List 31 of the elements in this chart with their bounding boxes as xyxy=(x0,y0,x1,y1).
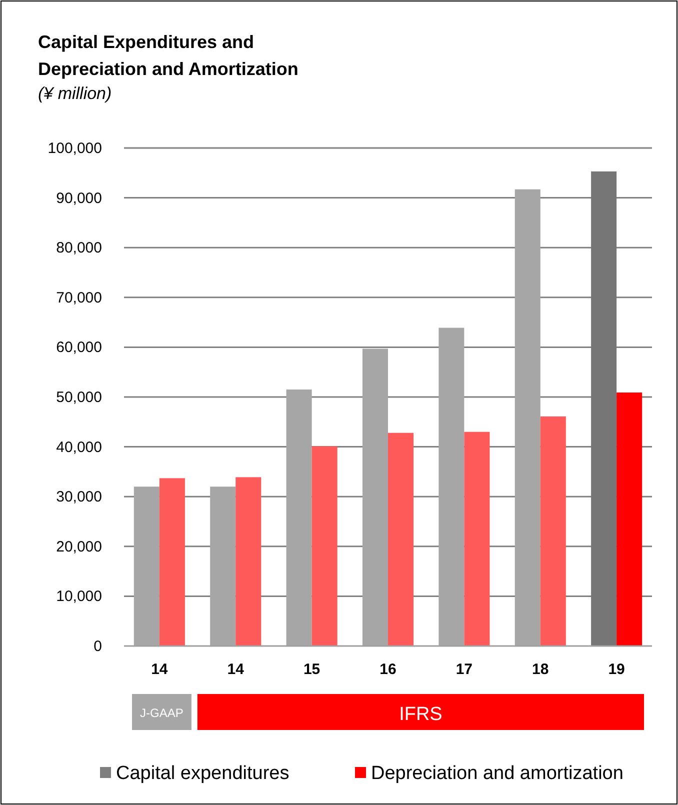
bar xyxy=(312,446,338,646)
x-tick-label: 17 xyxy=(456,661,473,678)
text: IFRS xyxy=(399,704,442,725)
x-tick-label: 19 xyxy=(608,661,625,678)
x-tick-label: 18 xyxy=(532,661,549,678)
y-tick-label: 10,000 xyxy=(56,588,102,606)
bar xyxy=(616,392,642,646)
y-tick-label: 40,000 xyxy=(56,438,102,456)
bar xyxy=(464,432,490,646)
x-tick-label: 14 xyxy=(151,661,168,678)
bar xyxy=(388,432,414,646)
y-tick-label: 30,000 xyxy=(56,488,102,506)
chart-title: Capital Expenditures and Depreciation and Amortization xyxy=(38,32,298,79)
bar xyxy=(540,416,566,646)
y-tick-label: 50,000 xyxy=(56,389,102,406)
y-tick-label: 0 xyxy=(94,638,102,655)
x-tick-label: 15 xyxy=(303,661,320,678)
x-tick-label: 14 xyxy=(227,661,245,678)
bar xyxy=(159,478,185,646)
y-tick-label: 20,000 xyxy=(56,538,102,556)
y-tick-label: 60,000 xyxy=(56,339,102,356)
chart-subtitle: (¥ million) xyxy=(38,84,112,103)
y-tick-label: 70,000 xyxy=(56,289,102,306)
legend-label: Depreciation and amortization xyxy=(371,763,624,784)
legend-label: Capital expenditures xyxy=(116,763,290,784)
y-tick-label: 90,000 xyxy=(56,190,102,207)
x-tick-label: 16 xyxy=(380,661,396,678)
text: J-GAAP xyxy=(140,706,184,720)
y-tick-label: 80,000 xyxy=(56,240,102,257)
bar xyxy=(236,477,262,646)
y-tick-label: 100,000 xyxy=(48,140,102,157)
